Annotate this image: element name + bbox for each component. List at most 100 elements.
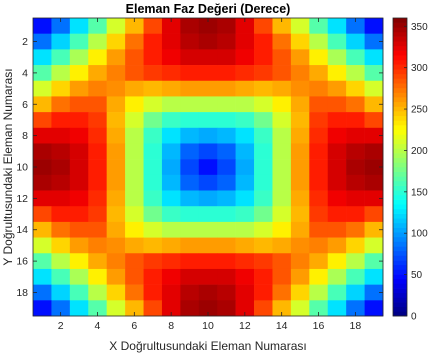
heatmap-cell (198, 143, 218, 160)
heatmap-cell (180, 300, 200, 317)
heatmap-cell (69, 96, 89, 113)
heatmap-cell (161, 143, 181, 160)
heatmap-cell (309, 65, 329, 82)
colorbar-segment (393, 78, 407, 84)
heatmap-cell (143, 190, 163, 207)
heatmap-cell (217, 96, 236, 113)
heatmap-cell (235, 190, 255, 207)
y-axis-label: Y Doğrultusundaki Eleman Numarası (1, 68, 15, 265)
heatmap-cell (364, 127, 384, 144)
heatmap-cell (143, 268, 163, 285)
heatmap-cell (254, 80, 273, 97)
heatmap-cell (161, 49, 181, 66)
heatmap-cell (217, 80, 236, 97)
heatmap-cell (106, 237, 126, 254)
colorbar-tick-label: 200 (411, 146, 428, 157)
colorbar-tick-label: 50 (411, 270, 423, 281)
heatmap-cell (254, 18, 273, 34)
x-tick-label: 8 (168, 320, 174, 332)
colorbar-segment (393, 218, 407, 224)
heatmap-cell (69, 159, 89, 176)
colorbar-segment (393, 288, 407, 294)
heatmap-cell (198, 159, 218, 176)
heatmap-cell (364, 206, 384, 223)
y-tick-label: 8 (22, 130, 28, 142)
heatmap-cell (309, 18, 329, 34)
heatmap-cell (272, 49, 292, 66)
heatmap-cell (364, 112, 384, 129)
heatmap-cell (125, 206, 144, 223)
colorbar-segment (393, 199, 407, 205)
colorbar-segment (393, 31, 407, 37)
colorbar-segment (393, 115, 407, 121)
colorbar-segment (393, 227, 407, 233)
heatmap-cell (309, 284, 329, 301)
heatmap-cell (309, 96, 329, 113)
heatmap-cell (346, 300, 365, 317)
colorbar-segment (393, 101, 407, 107)
colorbar-segment (393, 190, 407, 196)
heatmap-cell (327, 221, 347, 238)
heatmap-cell (290, 221, 310, 238)
heatmap-cell (254, 268, 273, 285)
heatmap-cell (88, 127, 107, 144)
colorbar-segment (393, 18, 407, 23)
heatmap-cell (254, 300, 273, 317)
heatmap-cell (106, 49, 126, 66)
heatmap-cell (69, 80, 89, 97)
heatmap-cell (125, 237, 144, 254)
heatmap-cell (364, 143, 384, 160)
heatmap-cell (51, 18, 71, 34)
heatmap-cell (309, 33, 329, 50)
heatmap-cell (235, 253, 255, 270)
heatmap-cell (88, 253, 107, 270)
heatmap-cell (143, 284, 163, 301)
heatmap-cell (235, 80, 255, 97)
heatmap-cell (51, 33, 71, 50)
heatmap-cell (327, 65, 347, 82)
heatmap-cell (272, 237, 292, 254)
heatmap-cell (327, 112, 347, 129)
heatmap-cell (125, 33, 144, 50)
heatmap-cell (33, 221, 52, 238)
heatmap-cell (198, 174, 218, 191)
heatmap-cell (106, 190, 126, 207)
heatmap-cell (88, 143, 107, 160)
heatmap-cell (106, 33, 126, 50)
heatmap-cell (180, 65, 200, 82)
heatmap-cell (346, 190, 365, 207)
heatmap-cell (364, 18, 384, 34)
colorbar-segment (393, 302, 407, 307)
heatmap-cell (161, 268, 181, 285)
x-tick-label: 14 (276, 320, 288, 332)
heatmap-cell (364, 190, 384, 207)
colorbar-segment (393, 306, 407, 312)
heatmap-cell (290, 65, 310, 82)
colorbar-tick-label: 150 (411, 187, 428, 198)
heatmap-cell (180, 221, 200, 238)
colorbar-segment (393, 153, 407, 158)
heatmap-cell (217, 143, 236, 160)
heatmap-cell (161, 190, 181, 207)
colorbar-segment (393, 204, 407, 210)
x-axis-label: X Doğrultusundaki Eleman Numarası (109, 339, 306, 353)
heatmap-cell (51, 112, 71, 129)
heatmap-cell (290, 253, 310, 270)
heatmap-cell (33, 143, 52, 160)
heatmap-cell (309, 127, 329, 144)
heatmap-cell (235, 33, 255, 50)
heatmap-cell (125, 18, 144, 34)
heatmap-cell (180, 127, 200, 144)
heatmap-cell (125, 112, 144, 129)
heatmap-cell (217, 127, 236, 144)
heatmap-cell (235, 18, 255, 34)
heatmap-cell (272, 80, 292, 97)
heatmap-cell (290, 174, 310, 191)
heatmap-cell (69, 190, 89, 207)
heatmap-cell (106, 159, 126, 176)
heatmap-cell (217, 284, 236, 301)
heatmap-cell (125, 284, 144, 301)
colorbar-tick-label: 250 (411, 105, 428, 116)
heatmap-cell (33, 33, 52, 50)
heatmap-cell (309, 253, 329, 270)
